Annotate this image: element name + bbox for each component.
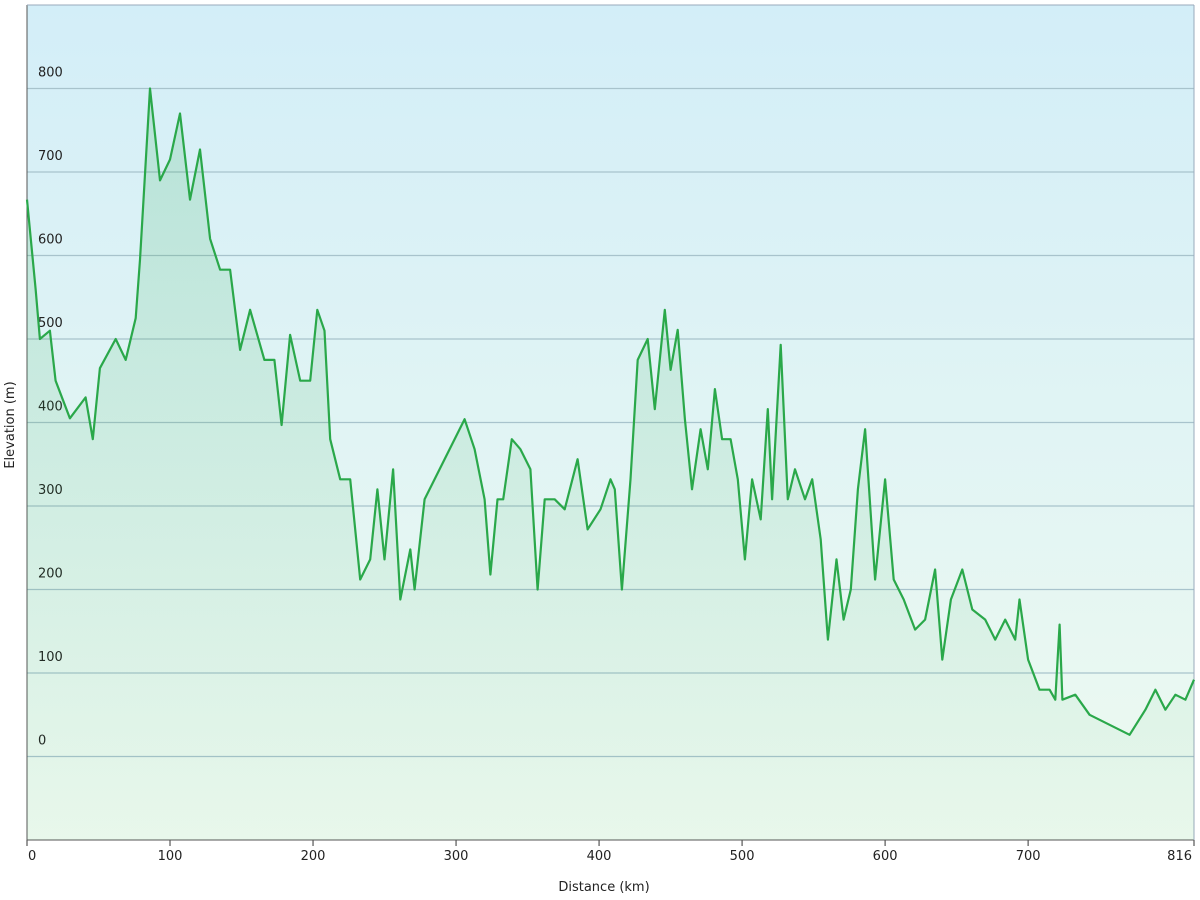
x-tick-label: 500: [730, 849, 755, 864]
x-tick-label: 400: [587, 849, 612, 864]
elevation-line: [25, 87, 1196, 736]
x-tick-label: 0: [28, 849, 36, 864]
x-axis-label: Distance (km): [558, 880, 649, 895]
x-tick-label: 200: [301, 849, 326, 864]
x-tick-label: 700: [1016, 849, 1041, 864]
area-fill: [27, 88, 1194, 840]
y-tick-label: 500: [38, 316, 63, 331]
x-tick-label: 600: [873, 849, 898, 864]
y-axis-label: Elevation (m): [3, 381, 18, 468]
x-tick-label: 100: [158, 849, 183, 864]
y-tick-label: 600: [38, 233, 63, 248]
x-tick-label: 300: [444, 849, 469, 864]
y-tick-label: 700: [38, 149, 63, 164]
x-tick-label: 816: [1167, 849, 1192, 864]
y-tick-label: 800: [38, 66, 63, 81]
